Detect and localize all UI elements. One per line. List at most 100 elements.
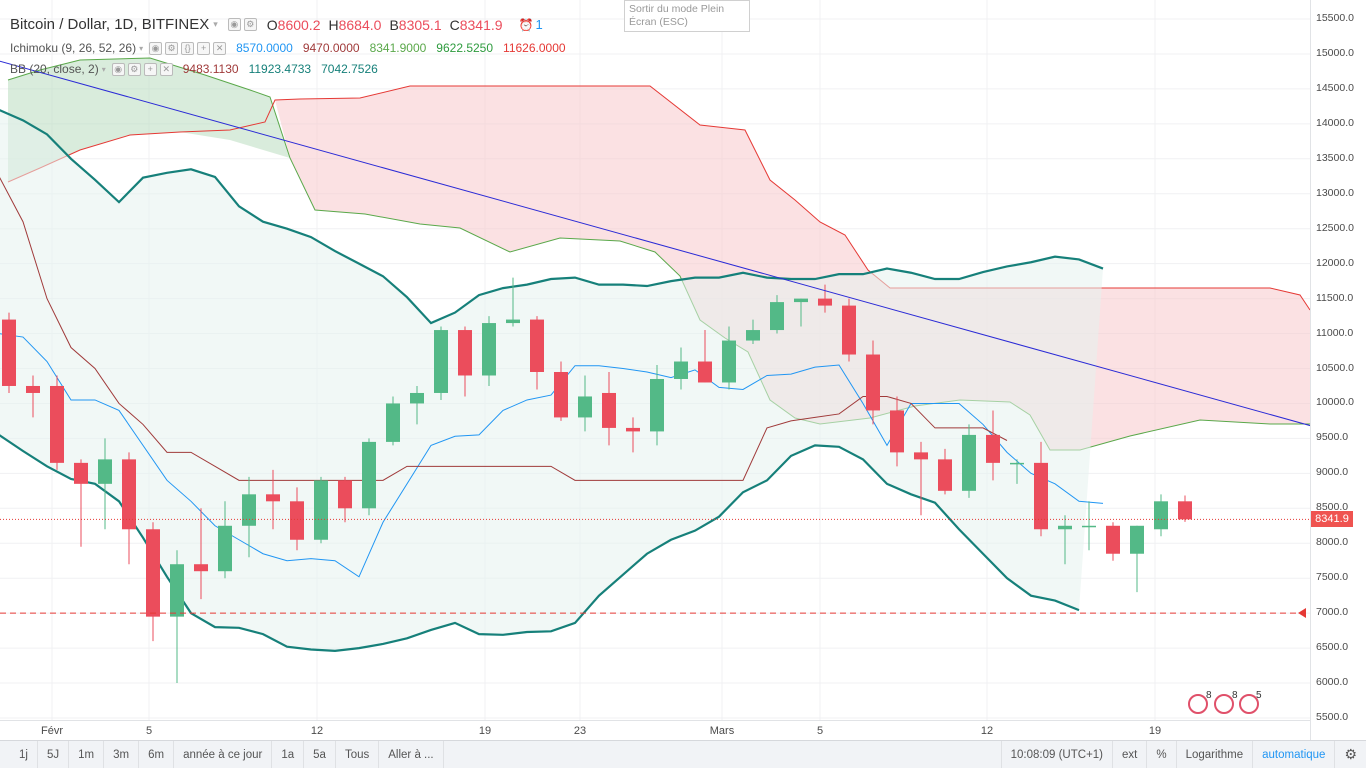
close-icon[interactable]: ✕ — [159, 62, 173, 76]
tenkan-sen-line — [0, 333, 1104, 578]
eye-icon[interactable]: ◉ — [227, 18, 241, 31]
candle-up — [1010, 459, 1024, 484]
chart-pane[interactable]: Bitcoin / Dollar, 1D, BITFINEX ▾ ◉ ⚙ O 8… — [0, 0, 1310, 720]
candle-body — [1178, 501, 1192, 520]
price-tick-label: 7000.0 — [1316, 606, 1349, 619]
level-arrow-icon[interactable] — [1298, 608, 1306, 618]
settings-icon[interactable]: ⚙ — [127, 62, 141, 76]
price-tick-label: 11500.0 — [1316, 291, 1354, 304]
bb-label[interactable]: BB (20, close, 2) — [10, 62, 99, 76]
candle-body — [578, 396, 592, 418]
time-axis[interactable]: Févr 5 12 19 23 Mars 5 12 19 — [0, 720, 1310, 740]
range-button[interactable]: Tous — [336, 741, 380, 768]
symbol-title[interactable]: Bitcoin / Dollar, 1D, BITFINEX — [10, 16, 210, 33]
chevron-down-icon[interactable]: ▾ — [139, 43, 144, 53]
alarm-clock-icon[interactable]: ⏰ — [518, 17, 534, 32]
candle-body — [650, 378, 664, 432]
candle-down — [1106, 522, 1120, 561]
price-tick-label: 8000.0 — [1316, 536, 1349, 549]
candle-down — [626, 417, 640, 453]
time-tick-label: 12 — [980, 725, 994, 737]
bb-fill-area — [0, 110, 1103, 651]
range-button[interactable]: 5J — [38, 741, 70, 768]
clock-display[interactable]: 10:08:09 (UTC+1) — [1000, 741, 1112, 768]
gear-icon[interactable]: ⚙ — [1334, 741, 1366, 768]
range-button[interactable]: 1j — [10, 741, 38, 768]
candle-up — [746, 319, 760, 345]
flag-badge-icon[interactable] — [1188, 694, 1208, 714]
bottom-toolbar: 1j 5J 1m 3m 6m année à ce jour 1a 5a Tous Aller à… — [0, 740, 1366, 768]
settings-icon[interactable]: ⚙ — [165, 41, 179, 55]
plus-icon[interactable]: + — [143, 62, 157, 76]
price-axis[interactable]: 15500.0 15000.0 14500.0 14000.0 13500.0 13000… — [1310, 0, 1366, 740]
chevron-down-icon[interactable]: ▾ — [213, 19, 218, 29]
candle-down — [866, 340, 880, 425]
ichimoku-legend: Ichimoku (9, 26, 52, 26) ▾ ◉ ⚙ {} + ✕ 85… — [10, 41, 566, 55]
candle-body — [218, 525, 232, 572]
time-tick-label: 5 — [145, 725, 153, 737]
candle-body — [458, 330, 472, 376]
percent-toggle[interactable]: % — [1146, 741, 1175, 768]
eye-icon[interactable]: ◉ — [149, 41, 163, 55]
price-tick-label: 13000.0 — [1316, 186, 1354, 199]
auto-toggle[interactable]: automatique — [1252, 741, 1334, 768]
plus-icon[interactable]: + — [197, 41, 211, 55]
range-button[interactable]: 5a — [304, 741, 336, 768]
candle-body — [962, 434, 976, 491]
candle-down — [50, 375, 64, 470]
candle-body — [1082, 525, 1096, 528]
range-buttons: 1j 5J 1m 3m 6m année à ce jour 1a 5a Tous Aller à… — [0, 741, 444, 768]
candle-down — [458, 326, 472, 397]
candle-body — [170, 564, 184, 617]
candle-body — [74, 462, 88, 484]
log-toggle[interactable]: Logarithme — [1175, 741, 1253, 768]
ichimoku-label[interactable]: Ichimoku (9, 26, 52, 26) — [10, 41, 137, 55]
price-tick-label: 12500.0 — [1316, 221, 1354, 234]
flag-badge-icon[interactable] — [1214, 694, 1234, 714]
time-tick-label: 5 — [816, 725, 824, 737]
candle-body — [890, 410, 904, 453]
eye-icon[interactable]: ◉ — [111, 62, 125, 76]
price-tick-label: 14000.0 — [1316, 116, 1354, 129]
price-tick-label: 7500.0 — [1316, 571, 1349, 584]
ohlc-low-label: B — [389, 16, 399, 33]
trendline — [0, 60, 1310, 427]
range-button[interactable]: année à ce jour — [174, 741, 273, 768]
candle-down — [194, 508, 208, 600]
bb-value-1: 9483.1130 — [182, 62, 239, 76]
candle-down — [938, 448, 952, 495]
range-button[interactable]: 3m — [104, 741, 140, 768]
candle-body — [146, 529, 160, 617]
chevron-down-icon[interactable]: ▾ — [101, 64, 106, 74]
kijun-sen-line — [0, 177, 1008, 481]
tooltip-line-2: Écran (ESC) — [629, 16, 688, 28]
format-icon[interactable]: {} — [181, 41, 195, 55]
candle-up — [1058, 515, 1072, 565]
time-tick-label: 19 — [478, 725, 492, 737]
candle-up — [1082, 501, 1096, 551]
ohlc-close: 8341.9 — [459, 16, 503, 33]
price-tick-label: 9500.0 — [1316, 431, 1349, 444]
range-button[interactable]: Aller à ... — [379, 741, 444, 768]
price-tick-label: 9000.0 — [1316, 466, 1349, 479]
price-chart[interactable] — [0, 0, 1310, 720]
time-tick-label: 23 — [573, 725, 587, 737]
candle-up — [962, 424, 976, 498]
settings-icon[interactable]: ⚙ — [243, 18, 257, 31]
candle-body — [770, 302, 784, 331]
range-button[interactable]: 1a — [272, 741, 305, 768]
candle-body — [50, 385, 64, 463]
range-button[interactable]: 6m — [139, 741, 175, 768]
candle-body — [986, 434, 1000, 463]
candle-body — [290, 501, 304, 540]
candle-body — [242, 494, 256, 526]
candle-up — [434, 326, 448, 400]
flag-badge-icon[interactable] — [1239, 694, 1259, 714]
price-tick-label: 5500.0 — [1316, 711, 1349, 723]
time-tick-label: Mars — [709, 725, 735, 737]
candle-body — [914, 452, 928, 460]
ext-toggle[interactable]: ext — [1112, 741, 1146, 768]
close-icon[interactable]: ✕ — [213, 41, 227, 55]
range-button[interactable]: 1m — [69, 741, 105, 768]
candle-body — [842, 305, 856, 355]
